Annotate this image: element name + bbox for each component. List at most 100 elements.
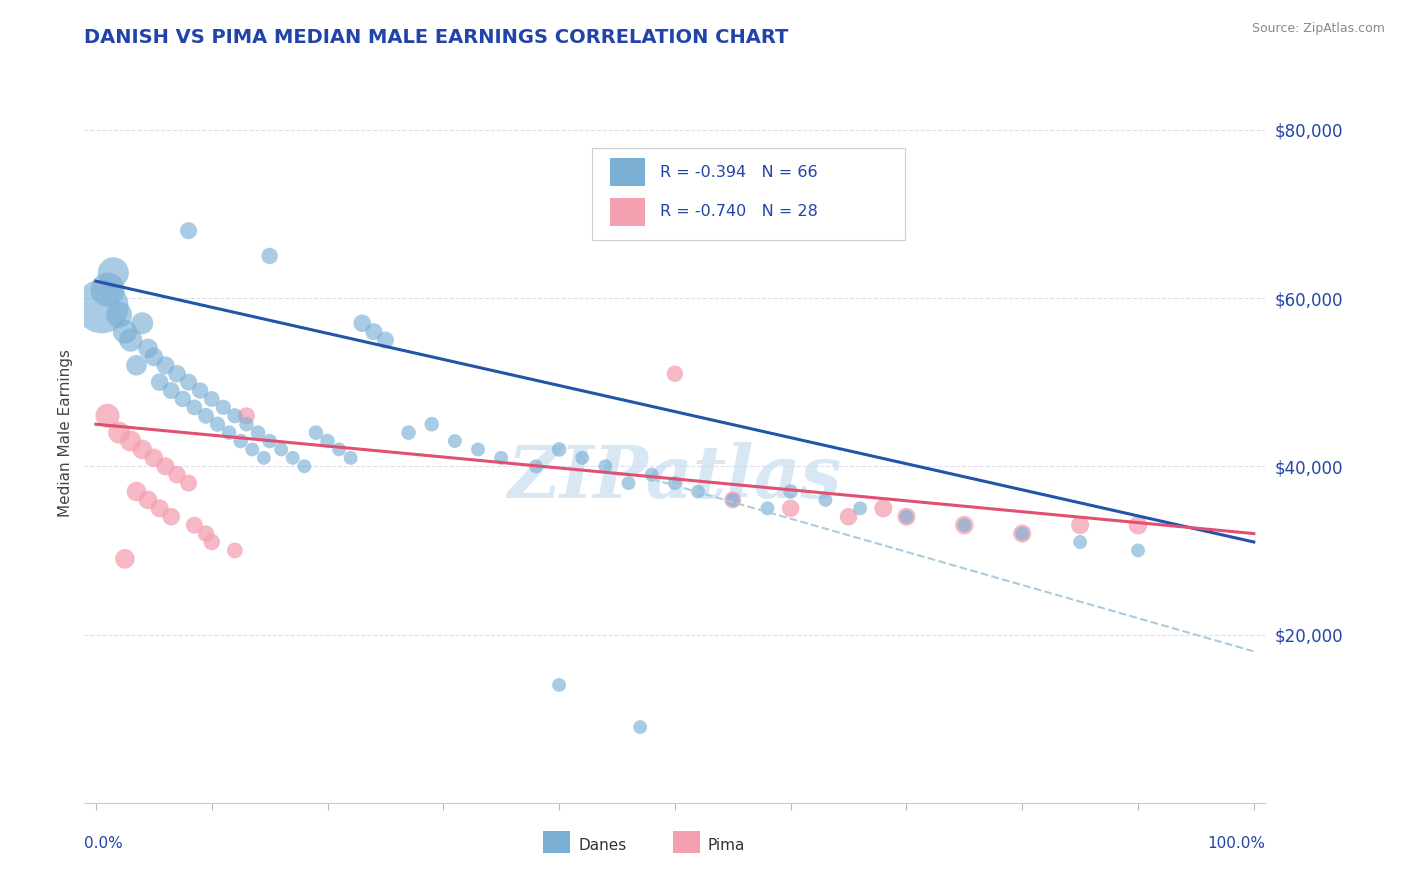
- Point: [96, 283, 118, 297]
- Text: ZIPatlas: ZIPatlas: [508, 442, 842, 513]
- Point: [212, 401, 235, 415]
- Point: [352, 316, 374, 330]
- Point: [149, 375, 172, 389]
- FancyBboxPatch shape: [672, 831, 700, 853]
- Point: [814, 492, 837, 507]
- Point: [90, 300, 112, 314]
- Point: [779, 484, 801, 499]
- Text: R = -0.394   N = 66: R = -0.394 N = 66: [659, 164, 817, 179]
- Point: [896, 509, 918, 524]
- Point: [125, 359, 148, 373]
- Point: [108, 308, 131, 322]
- Point: [177, 224, 200, 238]
- Point: [177, 375, 200, 389]
- Point: [953, 518, 976, 533]
- Point: [849, 501, 872, 516]
- Point: [155, 459, 177, 474]
- Point: [136, 492, 159, 507]
- Point: [779, 501, 801, 516]
- Point: [177, 476, 200, 491]
- Point: [292, 459, 315, 474]
- Point: [571, 450, 593, 465]
- Point: [229, 434, 252, 448]
- Point: [131, 442, 153, 457]
- Point: [103, 266, 125, 280]
- FancyBboxPatch shape: [610, 198, 645, 226]
- Point: [201, 392, 224, 406]
- Point: [1126, 543, 1149, 558]
- Point: [120, 333, 142, 347]
- Point: [489, 450, 512, 465]
- Point: [281, 450, 304, 465]
- Point: [224, 409, 246, 423]
- Point: [108, 425, 131, 440]
- Point: [166, 367, 188, 381]
- Point: [548, 678, 571, 692]
- Point: [374, 333, 396, 347]
- Point: [328, 442, 350, 457]
- Text: 100.0%: 100.0%: [1208, 836, 1265, 851]
- Point: [686, 484, 709, 499]
- Point: [444, 434, 467, 448]
- Text: 0.0%: 0.0%: [84, 836, 124, 851]
- FancyBboxPatch shape: [592, 147, 905, 240]
- Point: [155, 359, 177, 373]
- Point: [218, 425, 240, 440]
- Point: [1069, 518, 1091, 533]
- Point: [259, 249, 281, 263]
- Point: [305, 425, 328, 440]
- Point: [201, 535, 224, 549]
- Point: [270, 442, 292, 457]
- Point: [120, 434, 142, 448]
- Text: Pima: Pima: [709, 838, 745, 854]
- Text: Danes: Danes: [578, 838, 626, 854]
- Point: [166, 467, 188, 482]
- Point: [467, 442, 489, 457]
- Point: [125, 484, 148, 499]
- Point: [136, 342, 159, 356]
- Point: [142, 450, 165, 465]
- Point: [872, 501, 894, 516]
- Point: [1011, 526, 1033, 541]
- Point: [114, 325, 136, 339]
- Point: [160, 509, 183, 524]
- Point: [316, 434, 339, 448]
- Point: [188, 384, 211, 398]
- Point: [194, 409, 217, 423]
- Point: [664, 367, 686, 381]
- Point: [548, 442, 571, 457]
- Point: [398, 425, 420, 440]
- Point: [1126, 518, 1149, 533]
- Point: [756, 501, 779, 516]
- Point: [420, 417, 443, 432]
- Text: R = -0.740   N = 28: R = -0.740 N = 28: [659, 204, 817, 219]
- Point: [953, 518, 976, 533]
- Point: [339, 450, 361, 465]
- Point: [114, 551, 136, 566]
- Point: [240, 442, 263, 457]
- Point: [172, 392, 194, 406]
- Point: [595, 459, 617, 474]
- Point: [131, 316, 153, 330]
- Point: [149, 501, 172, 516]
- Point: [235, 409, 257, 423]
- Point: [1011, 526, 1033, 541]
- Point: [253, 450, 276, 465]
- FancyBboxPatch shape: [610, 158, 645, 186]
- Point: [641, 467, 664, 482]
- Point: [142, 350, 165, 364]
- Text: Source: ZipAtlas.com: Source: ZipAtlas.com: [1251, 22, 1385, 36]
- Point: [207, 417, 229, 432]
- FancyBboxPatch shape: [543, 831, 569, 853]
- Point: [1069, 535, 1091, 549]
- Point: [183, 401, 205, 415]
- Point: [524, 459, 547, 474]
- Point: [247, 425, 270, 440]
- Point: [838, 509, 860, 524]
- Point: [224, 543, 246, 558]
- Point: [721, 492, 744, 507]
- Point: [183, 518, 205, 533]
- Y-axis label: Median Male Earnings: Median Male Earnings: [58, 349, 73, 516]
- Point: [194, 526, 217, 541]
- Point: [259, 434, 281, 448]
